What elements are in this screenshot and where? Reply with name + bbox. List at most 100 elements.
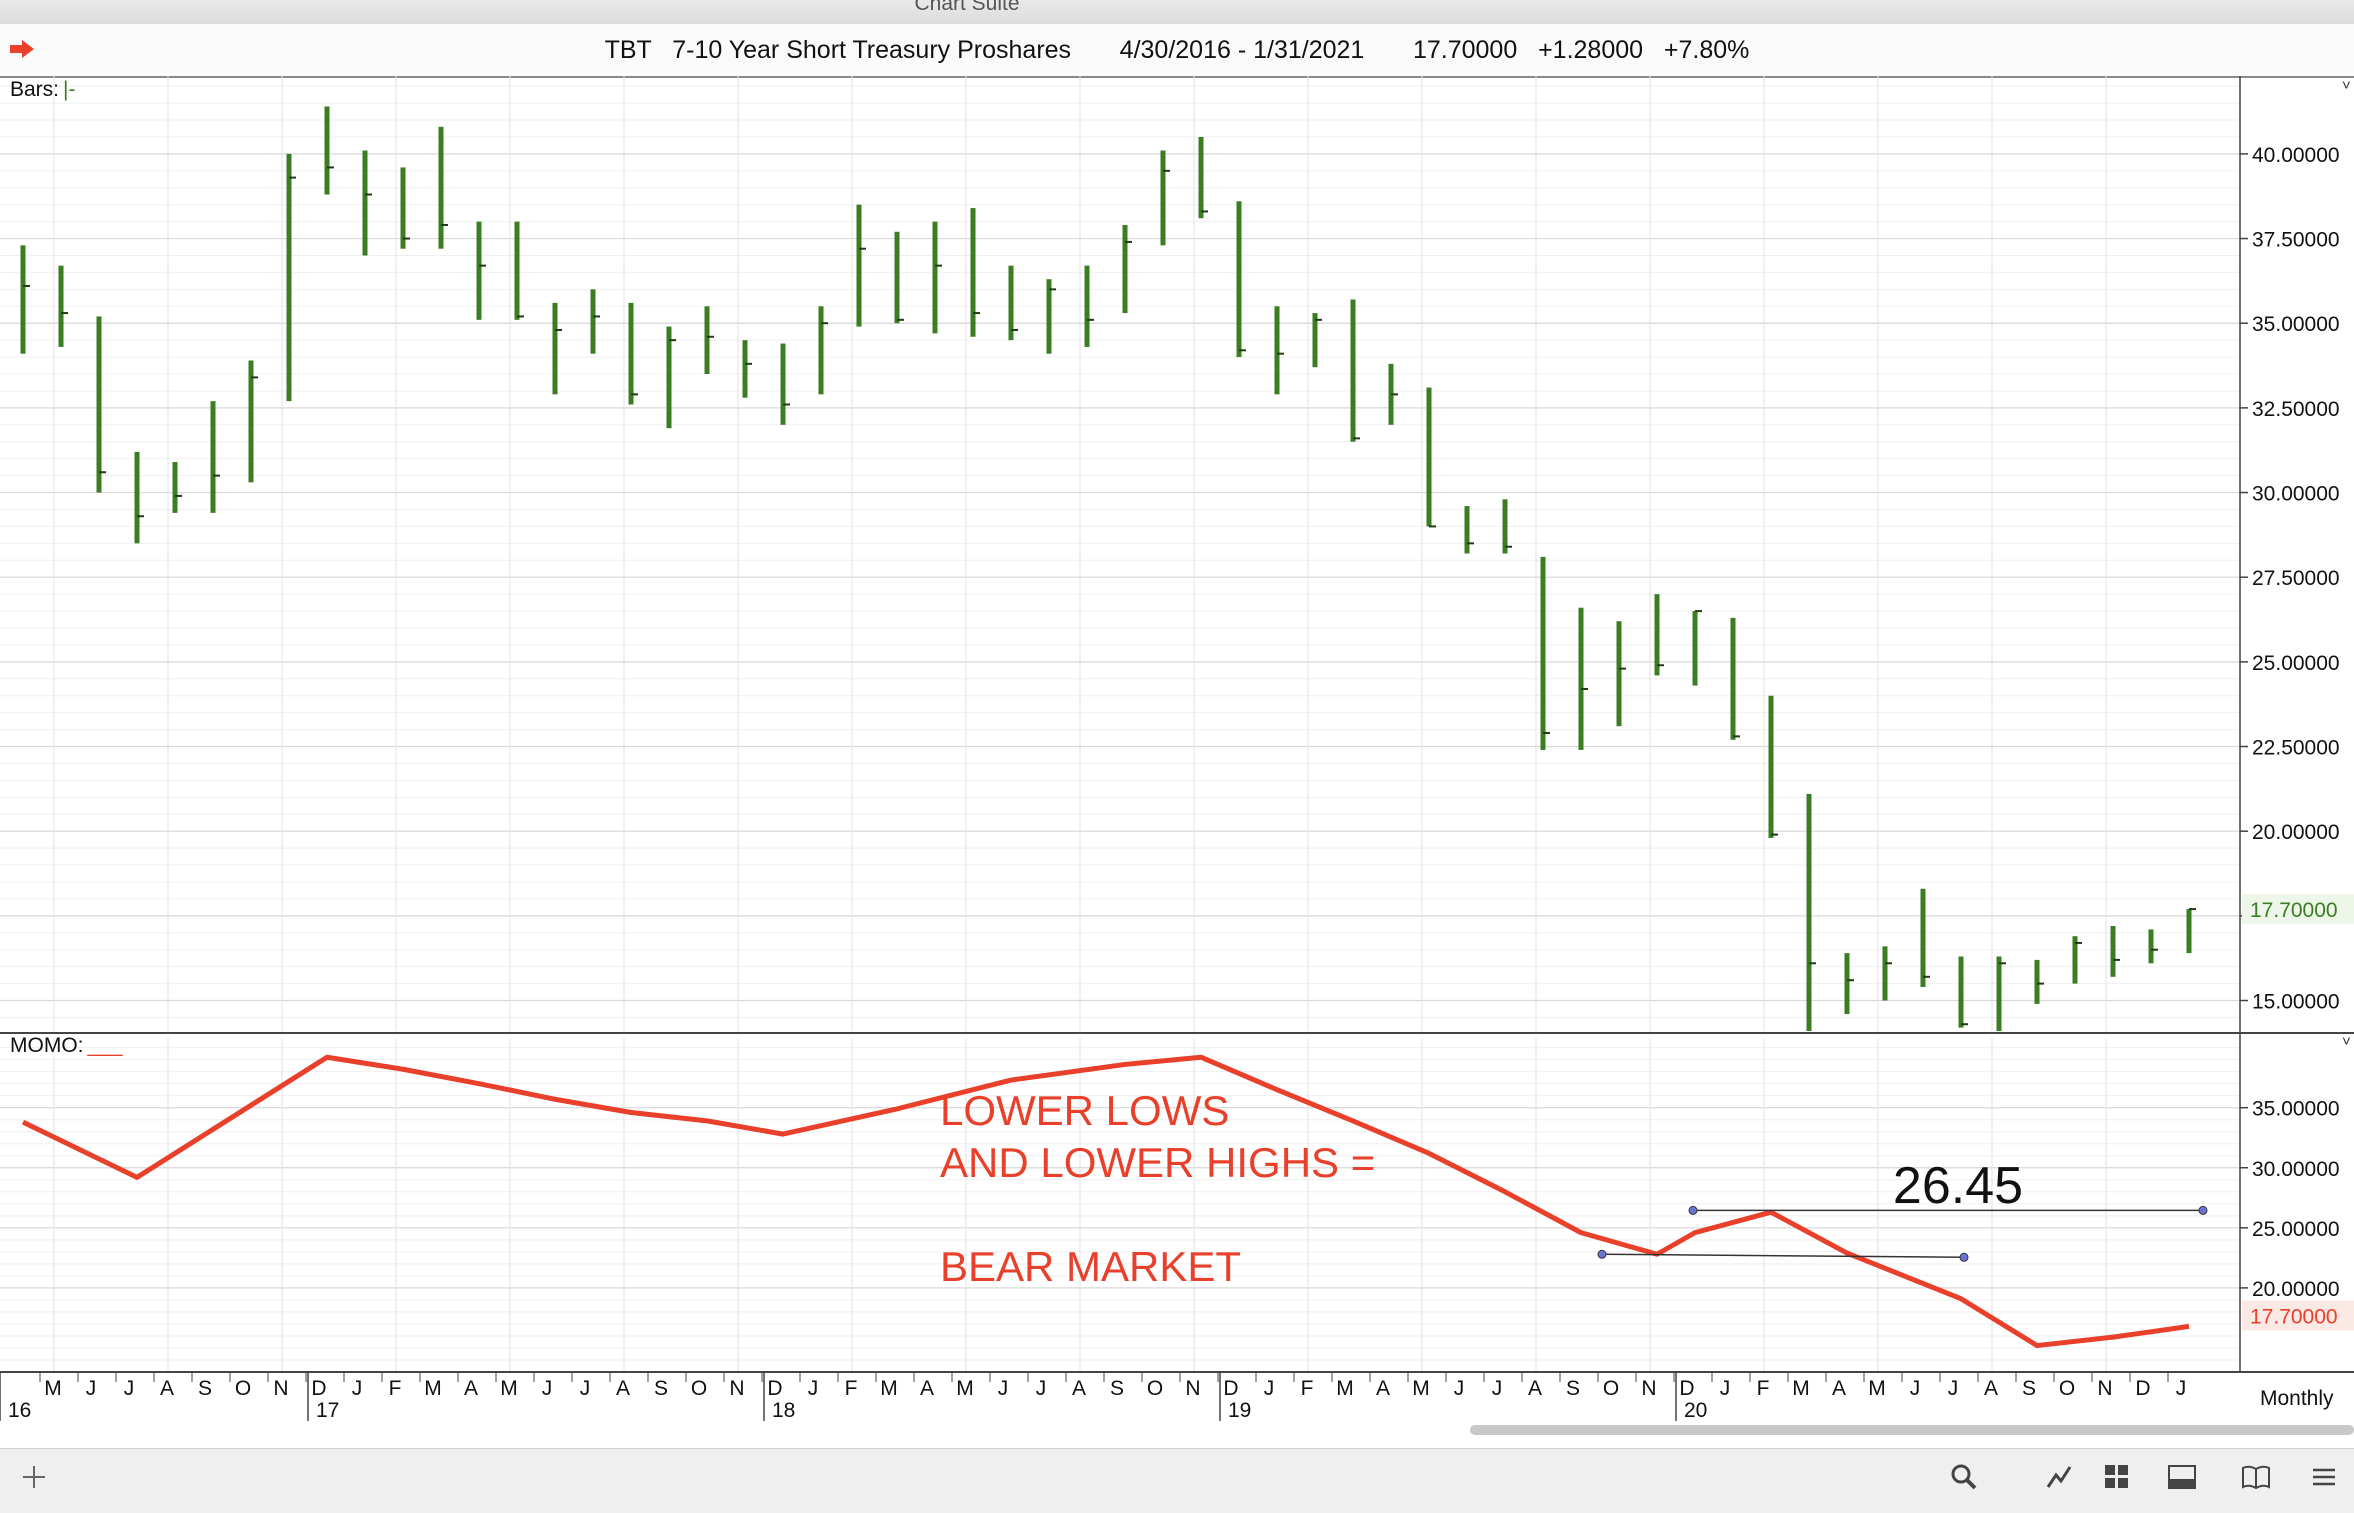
y-tick-label: 35.00000 [2252,1098,2340,1121]
panel-collapse-icon: ˅ [2342,77,2351,94]
price-bar [1084,265,1090,347]
x-tick-label: F [389,1377,402,1400]
x-tick-label: S [1566,1377,1580,1400]
price-bar [438,126,444,249]
x-tick-label: J [352,1377,363,1400]
price-bar [172,462,178,513]
price-bar [476,221,482,320]
period-label: Monthly [2260,1387,2334,1410]
y-tick-label: 20.00000 [2252,1278,2340,1301]
year-label: 18 [772,1399,795,1422]
symbol: TBT [604,36,652,64]
price-bar [818,306,824,395]
price-bar [1464,506,1470,554]
chart-area[interactable]: ˅˅15.0000017.5000020.0000022.5000025.000… [0,76,2354,1448]
x-tick-label: J [1454,1377,1465,1400]
x-tick-label: J [998,1377,1009,1400]
grid-layout-icon[interactable] [2103,1463,2131,1491]
x-tick-label: M [44,1377,62,1400]
add-icon[interactable] [20,1463,48,1491]
last-price-tag: 17.70000 [2250,899,2338,922]
price-bar [514,221,520,320]
annotations: 26.45 LOWER LOWS AND LOWER HIGHS = BEAR MAR… [940,1087,2208,1290]
y-tick-label: 27.50000 [2252,567,2340,590]
year-label: 16 [8,1399,31,1422]
price-bar [1236,201,1242,358]
price-bar [1198,136,1204,219]
x-tick-label: M [500,1377,518,1400]
line-handle[interactable] [1959,1252,1969,1262]
price-bar [552,302,558,395]
x-tick-label: O [235,1377,251,1400]
x-tick-label: D [1223,1377,1238,1400]
momo-panel-label: MOMO: ___ [10,1034,123,1057]
price-bar [1122,225,1128,314]
x-tick-label: M [1336,1377,1354,1400]
x-tick-label: S [2022,1377,2036,1400]
price-bar [1996,956,2002,1031]
x-tick-label: J [580,1377,591,1400]
price-bar [666,326,672,429]
x-tick-label: S [1110,1377,1124,1400]
price-bar [324,106,330,195]
y-tick-label: 22.50000 [2252,737,2340,760]
x-tick-label: A [1832,1377,1846,1400]
price-bar [894,231,900,324]
x-tick-label: A [1376,1377,1390,1400]
price-bar [286,153,292,402]
search-icon[interactable] [1950,1463,1978,1491]
panel-collapse-icon: ˅ [2342,1033,2351,1050]
price-bar [248,360,254,483]
x-tick-label: J [1910,1377,1921,1400]
x-tick-label: D [2135,1377,2150,1400]
panel-layout-icon[interactable] [2167,1463,2197,1491]
draw-line-icon[interactable] [2045,1463,2073,1491]
line-handle[interactable] [2198,1205,2208,1215]
price-bar [1540,556,1546,750]
level-label-26-45: 26.45 [1893,1157,2023,1215]
x-tick-label: J [1948,1377,1959,1400]
x-tick-label: J [124,1377,135,1400]
x-tick-label: M [1412,1377,1430,1400]
x-tick-label: F [845,1377,858,1400]
x-tick-label: N [729,1377,744,1400]
price-bar [970,208,976,337]
red-arrow-icon[interactable] [8,38,36,60]
window-title: Chart Suite [914,0,1020,15]
price-bar [704,306,710,375]
price-bar [20,245,26,354]
x-tick-label: S [654,1377,668,1400]
price-bar [1274,306,1280,395]
price-bar [400,167,406,249]
x-tick-label: N [2097,1377,2112,1400]
line-handle[interactable] [1688,1205,1698,1215]
horizontal-scrollbar[interactable] [1470,1425,2354,1435]
x-tick-label: O [2059,1377,2075,1400]
x-tick-label: J [1492,1377,1503,1400]
y-tick-label: 40.00000 [2252,144,2340,167]
price-bar [96,316,102,493]
momo-grid [0,1038,2240,1372]
annotation-text-line: LOWER LOWS [940,1087,1229,1134]
price-bar [1920,888,1926,987]
momo-line [21,1054,2190,1349]
book-icon[interactable] [2240,1463,2272,1491]
price-change-pct: +7.80% [1663,36,1750,64]
y-tick-label: 30.00000 [2252,483,2340,506]
y-tick-label: 32.50000 [2252,398,2340,421]
x-tick-label: J [1720,1377,1731,1400]
menu-icon[interactable] [2310,1463,2338,1491]
price-bar [362,150,368,256]
price-bar [1844,953,1850,1015]
annotation-text-line: AND LOWER HIGHS = [940,1139,1375,1186]
chart-header-info: TBT 7-10 Year Short Treasury Proshares 4… [0,36,2354,65]
x-tick-label: J [808,1377,819,1400]
price-bar [856,204,862,327]
line-handle[interactable] [1597,1249,1607,1259]
date-range: 4/30/2016 - 1/31/2021 [1119,36,1365,64]
axes: ˅˅15.0000017.5000020.0000022.5000025.000… [0,76,2354,1435]
bars-marker: |- [63,78,75,101]
x-tick-label: F [1301,1377,1314,1400]
price-bar [2072,936,2078,984]
x-tick-label: J [542,1377,553,1400]
